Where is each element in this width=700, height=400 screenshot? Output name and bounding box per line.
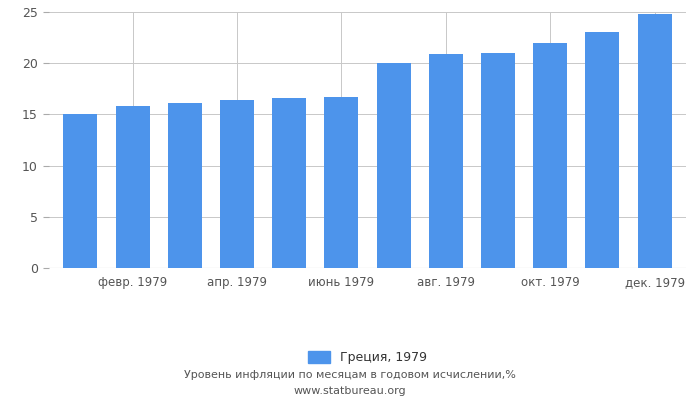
Bar: [377, 63, 411, 268]
Bar: [481, 53, 515, 268]
Text: www.statbureau.org: www.statbureau.org: [294, 386, 406, 396]
Bar: [638, 14, 671, 268]
Bar: [324, 97, 358, 268]
Bar: [429, 54, 463, 268]
Legend: Греция, 1979: Греция, 1979: [302, 346, 433, 369]
Bar: [533, 43, 567, 268]
Bar: [116, 106, 150, 268]
Bar: [272, 98, 306, 268]
Bar: [220, 100, 254, 268]
Bar: [585, 32, 620, 268]
Text: Уровень инфляции по месяцам в годовом исчислении,%: Уровень инфляции по месяцам в годовом ис…: [184, 370, 516, 380]
Bar: [168, 103, 202, 268]
Bar: [64, 114, 97, 268]
